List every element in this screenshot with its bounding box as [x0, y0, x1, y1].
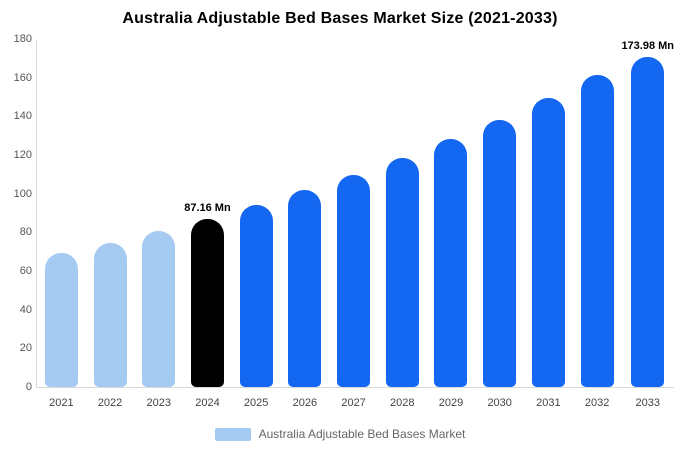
bar — [190, 218, 224, 387]
x-tick-label: 2029 — [438, 397, 464, 409]
x-tick-label: 2025 — [243, 397, 269, 409]
y-tick-label: 40 — [19, 303, 32, 316]
bar-column: 2030 — [475, 40, 524, 409]
y-tick-label: 160 — [13, 71, 32, 84]
bar — [483, 119, 517, 387]
x-tick-label: 2022 — [97, 397, 123, 409]
bar-chart: 0 20 40 60 80 100 120 140 160 180 2021 2022 2023 87.… — [8, 33, 675, 410]
x-tick-label: 2026 — [292, 397, 318, 409]
x-tick-label: 2031 — [536, 397, 561, 409]
bar — [44, 253, 78, 387]
bar-column: 2022 — [86, 40, 135, 409]
bar — [580, 75, 614, 387]
bar — [239, 205, 273, 387]
value-annotation: 87.16 Mn — [184, 201, 231, 214]
bar-column: 2026 — [281, 40, 330, 409]
y-tick-label: 140 — [13, 110, 32, 123]
bar — [631, 57, 665, 387]
x-tick-label: 2032 — [584, 397, 610, 409]
y-tick-label: 80 — [19, 226, 32, 239]
bar — [288, 190, 322, 387]
bar — [142, 230, 176, 387]
legend: Australia Adjustable Bed Bases Market — [0, 427, 680, 441]
bar — [337, 174, 371, 387]
bar — [93, 242, 127, 387]
bar-column: 2032 — [573, 40, 622, 409]
bar — [531, 98, 565, 387]
x-tick-label: 2030 — [487, 397, 512, 409]
x-tick-label: 2028 — [390, 397, 415, 409]
y-tick-label: 100 — [13, 187, 32, 200]
bar-column: 2028 — [378, 40, 427, 409]
value-annotation: 173.98 Mn — [621, 40, 675, 52]
x-tick-label: 2023 — [146, 397, 171, 409]
legend-swatch — [214, 427, 251, 441]
plot-area: 2021 2022 2023 87.16 Mn 2024 2025 2026 2027 2028… — [36, 40, 675, 410]
bar-column: 2031 — [524, 40, 573, 409]
x-tick-label: 2021 — [49, 397, 74, 409]
y-tick-label: 0 — [25, 381, 32, 393]
x-tick-label: 2024 — [195, 397, 220, 409]
bar-column: 2021 — [37, 40, 86, 409]
bar — [385, 157, 419, 387]
bar-column: 2029 — [427, 40, 476, 409]
y-tick-label: 20 — [19, 342, 32, 355]
y-tick-label: 180 — [13, 33, 32, 45]
legend-label: Australia Adjustable Bed Bases Market — [258, 427, 466, 441]
y-tick-label: 60 — [19, 265, 32, 277]
x-tick-label: 2027 — [341, 397, 366, 409]
bar — [434, 139, 468, 387]
x-tick-label: 2033 — [635, 397, 660, 409]
bar-column: 173.98 Mn 2033 — [621, 40, 675, 409]
bar-column: 2023 — [134, 40, 183, 409]
bar-column: 87.16 Mn 2024 — [183, 40, 232, 410]
bar-column: 2025 — [232, 40, 281, 409]
y-axis: 0 20 40 60 80 100 120 140 160 180 — [8, 33, 36, 393]
bar-column: 2027 — [329, 40, 378, 409]
y-tick-label: 120 — [13, 149, 32, 161]
chart-title: Australia Adjustable Bed Bases Market Si… — [122, 10, 558, 27]
